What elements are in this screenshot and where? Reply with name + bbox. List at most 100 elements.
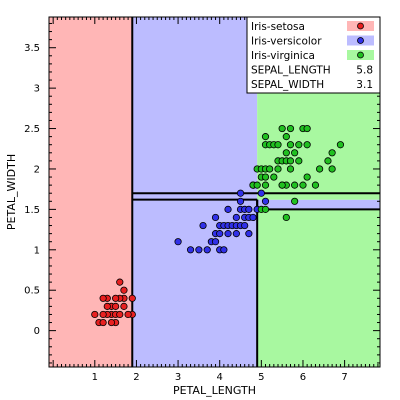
- data-point: [224, 230, 232, 238]
- data-point: [211, 213, 220, 222]
- data-point: [291, 197, 299, 205]
- legend-feature-name: SEPAL_WIDTH: [251, 79, 324, 91]
- data-point: [112, 302, 120, 310]
- data-point: [116, 310, 124, 319]
- data-point: [286, 157, 295, 165]
- data-point: [195, 246, 203, 254]
- y-tick-label: 2.5: [24, 124, 40, 135]
- data-point: [282, 133, 290, 141]
- data-point: [116, 278, 124, 286]
- x-tick-label: 5: [258, 372, 264, 383]
- x-tick-label: 3: [175, 372, 181, 383]
- data-point: [103, 302, 111, 310]
- data-point: [99, 318, 107, 327]
- data-point: [316, 165, 324, 173]
- data-point: [99, 310, 107, 319]
- data-point: [232, 213, 240, 222]
- data-point: [324, 157, 332, 165]
- data-point: [220, 246, 228, 254]
- region: [257, 193, 380, 200]
- y-axis-label: PETAL_WIDTH: [5, 154, 18, 230]
- data-point: [261, 205, 270, 213]
- data-point: [286, 165, 295, 173]
- y-tick-label: 3.5: [24, 43, 40, 54]
- data-point: [120, 302, 128, 310]
- data-point: [291, 181, 299, 189]
- data-point: [232, 230, 240, 238]
- data-point: [278, 181, 286, 189]
- legend-label: Iris-virginica: [251, 50, 315, 62]
- data-point: [282, 149, 290, 157]
- data-point: [299, 181, 307, 189]
- data-point: [174, 238, 182, 246]
- data-point: [120, 286, 128, 294]
- data-point: [291, 149, 299, 157]
- data-point: [303, 141, 311, 149]
- legend-label: Iris-setosa: [251, 21, 305, 33]
- data-point: [274, 165, 282, 173]
- plot-frame: [48, 16, 381, 368]
- data-point: [216, 230, 224, 238]
- data-points: [91, 124, 345, 327]
- x-tick-label: 2: [133, 372, 139, 383]
- x-tick-label: 1: [92, 372, 98, 383]
- data-point: [303, 124, 311, 133]
- data-point: [286, 141, 295, 149]
- region: [132, 17, 258, 200]
- data-point: [328, 149, 336, 157]
- x-tick-label: 7: [341, 372, 347, 383]
- data-point: [311, 181, 320, 189]
- legend-feature-value: 3.1: [356, 79, 373, 91]
- data-point: [295, 157, 303, 165]
- x-tick-label: 4: [217, 372, 223, 383]
- data-point: [224, 205, 232, 213]
- data-point: [261, 181, 270, 189]
- legend-marker: [357, 37, 364, 44]
- legend-marker: [357, 51, 364, 59]
- y-tick-label: 3: [34, 84, 40, 95]
- legend-marker: [357, 22, 364, 30]
- y-tick-label: 1: [34, 245, 40, 256]
- data-point: [211, 238, 220, 246]
- data-point: [278, 124, 286, 133]
- region: [257, 209, 380, 367]
- data-point: [286, 124, 295, 133]
- data-point: [112, 294, 120, 302]
- legend-label: Iris-versicolor: [251, 36, 322, 48]
- data-point: [249, 213, 257, 222]
- data-point: [107, 318, 116, 327]
- data-point: [241, 221, 249, 230]
- data-point: [303, 173, 311, 181]
- y-tick-label: 1.5: [24, 205, 40, 216]
- data-point: [99, 294, 107, 302]
- data-point: [236, 189, 245, 197]
- data-point: [203, 246, 211, 254]
- data-point: [261, 173, 270, 181]
- data-point: [245, 205, 253, 213]
- data-point: [128, 294, 136, 302]
- data-point: [245, 230, 253, 238]
- data-point: [328, 165, 336, 173]
- data-point: [295, 141, 303, 149]
- data-point: [186, 246, 195, 254]
- x-axis-label: PETAL_LENGTH: [173, 384, 256, 397]
- legend: Iris-setosa Iris-versicolor Iris-virginica…: [246, 16, 381, 94]
- data-point: [274, 141, 282, 149]
- data-point: [91, 310, 99, 319]
- y-tick-label: 2: [34, 164, 40, 175]
- x-tick-label: 6: [300, 372, 306, 383]
- data-point: [253, 181, 261, 189]
- data-point: [199, 221, 207, 230]
- data-point: [282, 213, 290, 222]
- data-point: [266, 165, 274, 173]
- legend-feature-value: 5.8: [356, 65, 373, 77]
- data-point: [124, 310, 132, 319]
- data-point: [257, 189, 265, 197]
- data-point: [236, 197, 245, 205]
- data-point: [261, 197, 270, 205]
- region: [257, 199, 380, 210]
- y-tick-label: 0.5: [24, 286, 40, 297]
- legend-feature-name: SEPAL_LENGTH: [251, 65, 331, 77]
- y-tick-label: 0: [34, 326, 40, 337]
